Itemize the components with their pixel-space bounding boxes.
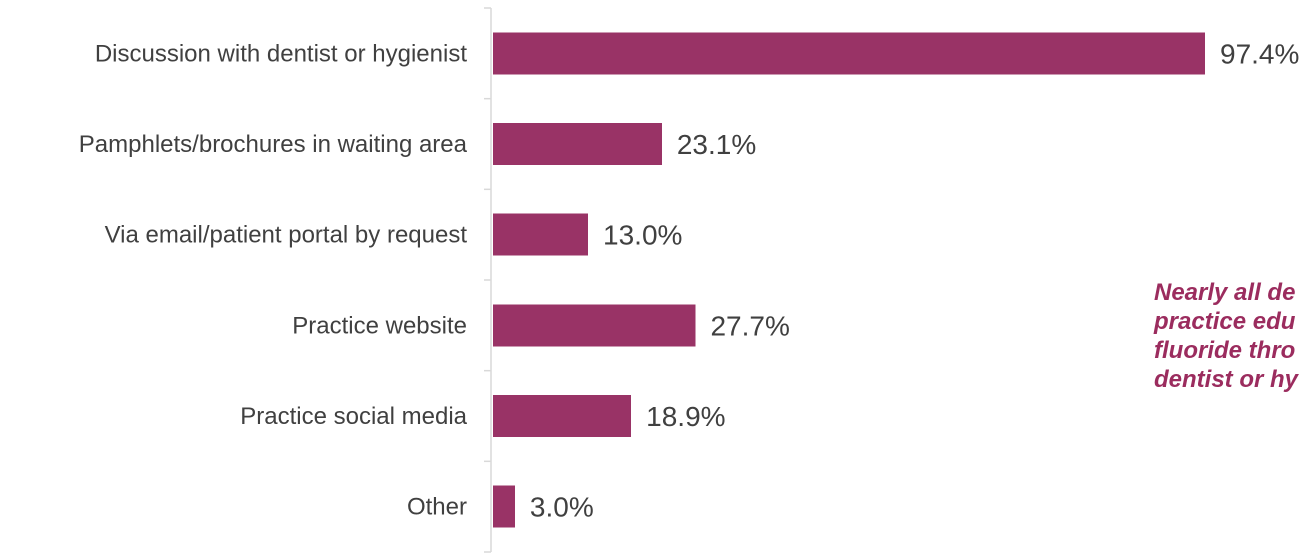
y-axis <box>484 7 492 553</box>
category-label: Practice website <box>292 312 467 339</box>
labels: Discussion with dentist or hygienist 97.4… <box>79 38 1300 522</box>
category-label: Via email/patient portal by request <box>105 222 468 249</box>
annotation-line-4: dentist or hy <box>1154 366 1299 393</box>
annotation-line-2: practice edu <box>1154 308 1296 335</box>
bar <box>493 123 662 165</box>
bars <box>493 32 1205 528</box>
value-label: 27.7% <box>710 310 789 341</box>
annotation-line-3: fluoride thro <box>1154 337 1296 364</box>
value-label: 3.0% <box>530 492 594 523</box>
annotation-line-1: Nearly all de <box>1154 279 1296 306</box>
value-label: 18.9% <box>646 401 725 432</box>
category-label: Practice social media <box>240 403 467 430</box>
bar <box>493 485 515 528</box>
value-label: 23.1% <box>677 129 756 160</box>
bar <box>493 395 632 437</box>
value-label: 97.4% <box>1220 38 1299 69</box>
bar <box>493 213 589 256</box>
bar <box>493 304 696 347</box>
annotation-text: Nearly all de practice edu fluoride thro… <box>1154 278 1316 394</box>
bar <box>493 32 1205 75</box>
category-label: Other <box>407 494 467 521</box>
value-label: 13.0% <box>603 220 682 251</box>
category-label: Pamphlets/brochures in waiting area <box>79 131 468 158</box>
category-label: Discussion with dentist or hygienist <box>95 40 467 67</box>
